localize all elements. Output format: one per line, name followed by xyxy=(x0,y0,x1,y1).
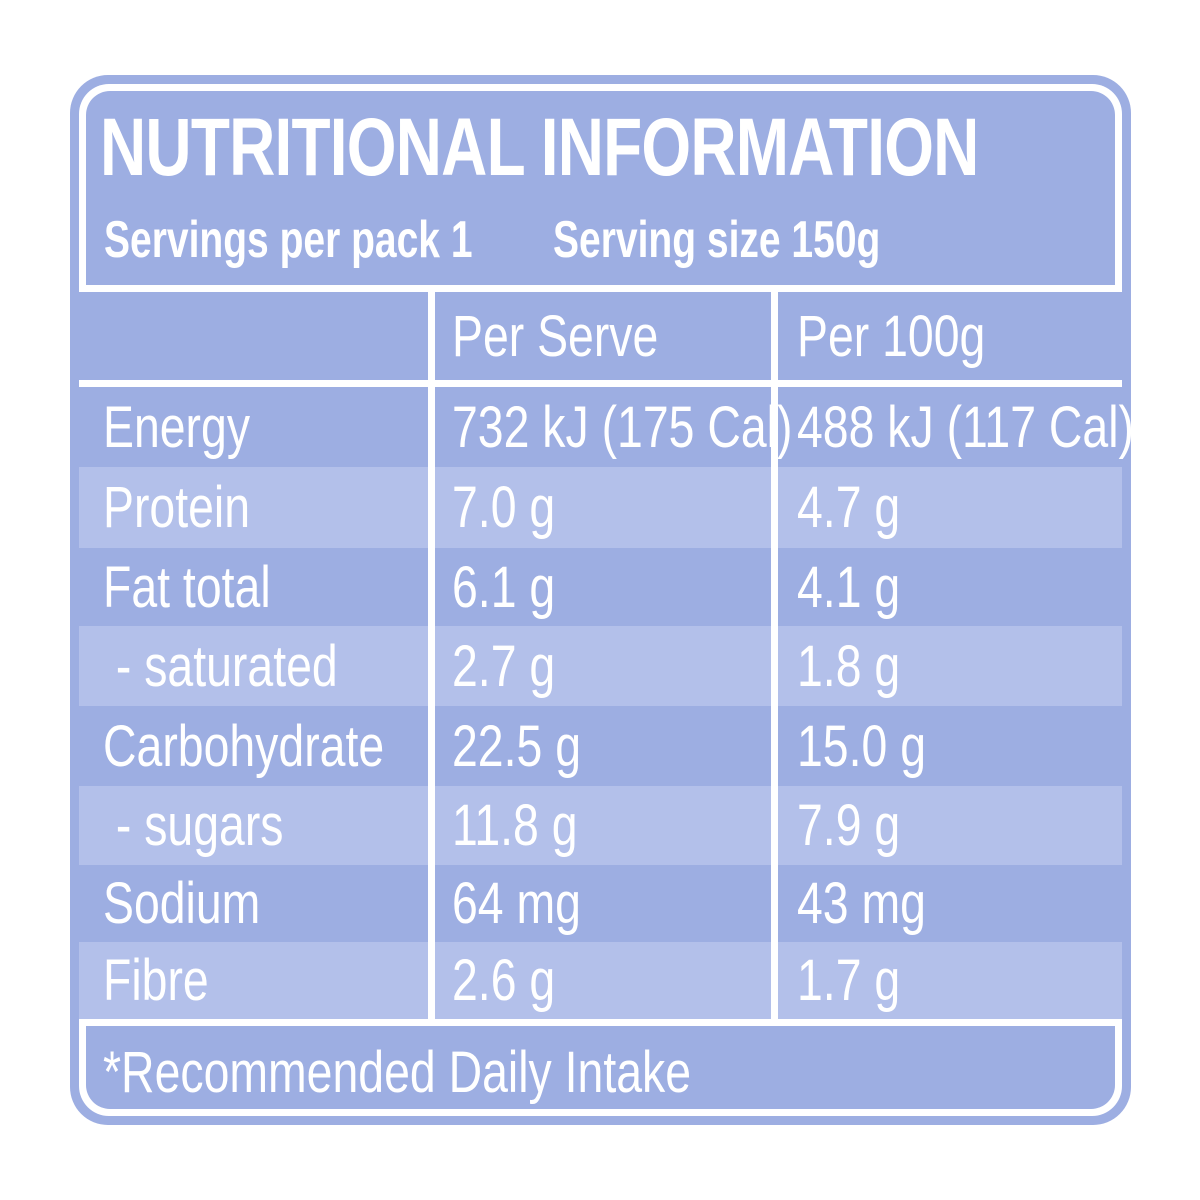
nutrient-name: - sugars xyxy=(103,793,284,858)
per-100g-value: 488 kJ (117 Cal) xyxy=(797,394,1134,460)
table-row: - sugars 11.8 g 7.9 g xyxy=(79,786,1122,865)
per-serve-value: 2.6 g xyxy=(452,948,556,1013)
nutrient-name: Protein xyxy=(103,475,251,540)
per-100g-value: 1.8 g xyxy=(797,633,901,699)
footnote: *Recommended Daily Intake xyxy=(103,1040,692,1105)
nutrient-name: Sodium xyxy=(103,871,261,936)
divider-line xyxy=(79,285,1122,292)
table-row: Sodium 64 mg 43 mg xyxy=(79,865,1122,942)
per-100g-value: 15.0 g xyxy=(797,713,927,779)
column-divider xyxy=(771,292,778,1026)
per-100g-value: 7.9 g xyxy=(797,793,901,858)
per-serve-value: 732 kJ (175 Cal) xyxy=(452,394,793,460)
per-100g-value: 4.1 g xyxy=(797,554,901,620)
per-100g-value: 4.7 g xyxy=(797,475,901,540)
nutrient-name: Fat total xyxy=(103,554,271,620)
per-100g-value: 1.7 g xyxy=(797,948,901,1013)
table-header-row: Per Serve Per 100g xyxy=(79,292,1122,380)
per-serve-value: 11.8 g xyxy=(452,793,578,858)
header-per-serve: Per Serve xyxy=(452,303,659,369)
per-100g-value: 43 mg xyxy=(797,871,926,936)
divider-line xyxy=(79,1019,1122,1026)
column-divider xyxy=(428,292,435,1026)
nutrient-name: - saturated xyxy=(103,633,338,699)
header-per-100g: Per 100g xyxy=(797,303,986,369)
table-row: Protein 7.0 g 4.7 g xyxy=(79,467,1122,548)
per-serve-value: 6.1 g xyxy=(452,554,556,620)
nutrient-name: Carbohydrate xyxy=(103,713,385,779)
nutrient-name: Energy xyxy=(103,394,251,460)
table-row: - saturated 2.7 g 1.8 g xyxy=(79,626,1122,706)
table-row: Energy 732 kJ (175 Cal) 488 kJ (117 Cal) xyxy=(79,387,1134,467)
table-row: Fat total 6.1 g 4.1 g xyxy=(79,548,1122,626)
per-serve-value: 2.7 g xyxy=(452,633,556,699)
serving-size: Serving size 150g xyxy=(553,211,881,269)
per-serve-value: 22.5 g xyxy=(452,713,582,779)
nutrient-name: Fibre xyxy=(103,948,209,1013)
servings-per-pack: Servings per pack 1 xyxy=(104,211,473,269)
per-serve-value: 64 mg xyxy=(452,871,581,936)
panel-title: NUTRITIONAL INFORMATION xyxy=(100,102,979,193)
per-serve-value: 7.0 g xyxy=(452,475,556,540)
table-row: Carbohydrate 22.5 g 15.0 g xyxy=(79,706,1122,786)
divider-line xyxy=(79,380,1122,387)
table-row: Fibre 2.6 g 1.7 g xyxy=(79,942,1122,1019)
